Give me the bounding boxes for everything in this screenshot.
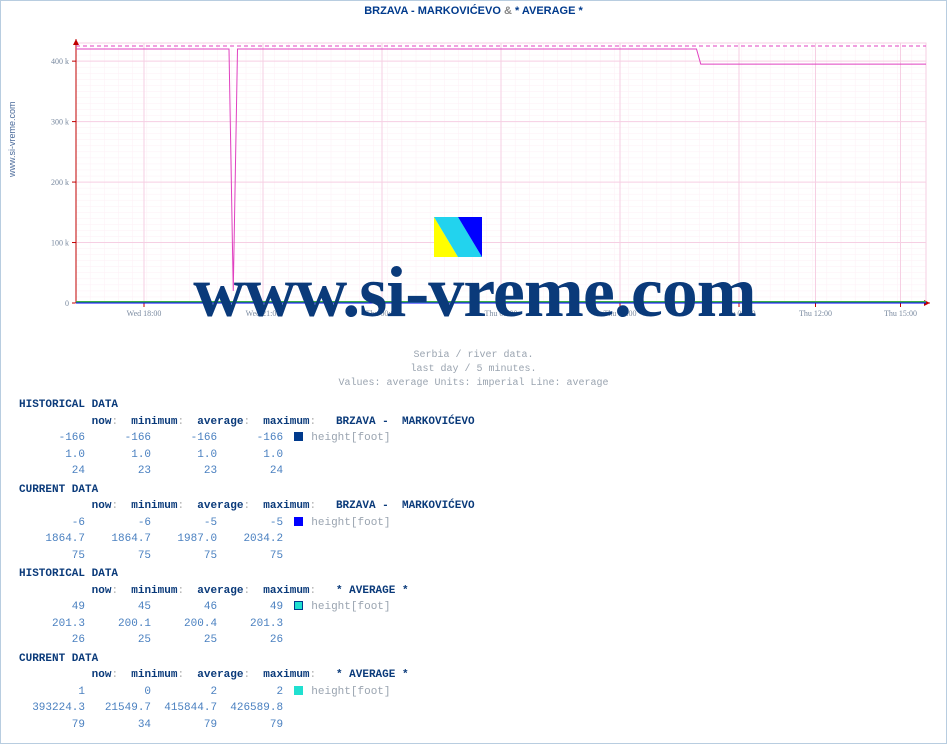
subtitle-line1: Serbia / river data. — [1, 349, 946, 363]
subtitle-line3: Values: average Units: imperial Line: av… — [1, 377, 946, 391]
column-headers: now: minimum: average: maximum: * AVERAG… — [19, 667, 946, 684]
series-swatch — [294, 517, 303, 526]
chart-svg: 0 100 k 200 k 300 k 400 k Wed 18:00 Wed 21:00 T… — [31, 35, 931, 335]
data-row: -166 -166 -166 -166 height[foot] — [19, 430, 946, 447]
section-title: CURRENT DATA — [19, 482, 946, 499]
section-title: HISTORICAL DATA — [19, 566, 946, 583]
figure-container: BRZAVA - MARKOVIĆEVO & * AVERAGE * www.s… — [0, 0, 947, 744]
y-axis-label: www.si-vreme.com — [7, 101, 17, 177]
data-row: 393224.3 21549.7 415844.7 426589.8 — [19, 700, 946, 717]
chart-title: BRZAVA - MARKOVIĆEVO & * AVERAGE * — [1, 1, 946, 17]
svg-text:100 k: 100 k — [51, 239, 69, 248]
section-title: CURRENT DATA — [19, 651, 946, 668]
chart-subtitle: Serbia / river data. last day / 5 minute… — [1, 349, 946, 391]
series-swatch — [294, 601, 303, 610]
data-row: 1 0 2 2 height[foot] — [19, 684, 946, 701]
data-row: 49 45 46 49 height[foot] — [19, 599, 946, 616]
svg-text:Thu 00:00: Thu 00:00 — [365, 309, 398, 318]
svg-text:0: 0 — [65, 299, 69, 308]
data-tables: HISTORICAL DATA now: minimum: average: m… — [1, 391, 946, 733]
data-row: 26 25 25 26 — [19, 632, 946, 649]
data-row: 1.0 1.0 1.0 1.0 — [19, 447, 946, 464]
data-row: 201.3 200.1 200.4 201.3 — [19, 616, 946, 633]
chart-area: www.si-vreme.com 0 100 k 200 k 300 k 400 k We… — [1, 17, 946, 347]
subtitle-line2: last day / 5 minutes. — [1, 363, 946, 377]
series-swatch — [294, 686, 303, 695]
column-headers: now: minimum: average: maximum: * AVERAG… — [19, 583, 946, 600]
data-row: 24 23 23 24 — [19, 463, 946, 480]
svg-text:Thu 06:00: Thu 06:00 — [603, 309, 636, 318]
data-row: -6 -6 -5 -5 height[foot] — [19, 515, 946, 532]
series-swatch — [294, 432, 303, 441]
title-ampersand: & — [504, 5, 515, 17]
column-headers: now: minimum: average: maximum: BRZAVA -… — [19, 498, 946, 515]
data-row: 1864.7 1864.7 1987.0 2034.2 — [19, 531, 946, 548]
svg-text:400 k: 400 k — [51, 57, 69, 66]
data-row: 75 75 75 75 — [19, 548, 946, 565]
section-title: HISTORICAL DATA — [19, 397, 946, 414]
svg-text:Wed 18:00: Wed 18:00 — [127, 309, 162, 318]
column-headers: now: minimum: average: maximum: BRZAVA -… — [19, 414, 946, 431]
svg-text:Thu 03:00: Thu 03:00 — [484, 309, 517, 318]
svg-text:300 k: 300 k — [51, 118, 69, 127]
svg-text:200 k: 200 k — [51, 178, 69, 187]
svg-text:Thu 15:00: Thu 15:00 — [884, 309, 917, 318]
svg-text:Thu 12:00: Thu 12:00 — [799, 309, 832, 318]
title-left: BRZAVA - MARKOVIĆEVO — [364, 5, 501, 17]
data-row: 79 34 79 79 — [19, 717, 946, 734]
svg-text:Thu 09:00: Thu 09:00 — [722, 309, 755, 318]
title-right: * AVERAGE * — [515, 5, 583, 17]
svg-text:Wed 21:00: Wed 21:00 — [246, 309, 281, 318]
